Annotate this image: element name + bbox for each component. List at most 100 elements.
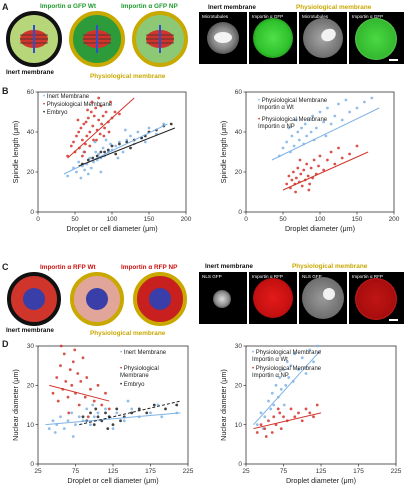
D-left-point-1 <box>59 364 62 368</box>
panel-d-letter: D <box>2 339 9 349</box>
B-right-xtick-label: 100 <box>315 216 326 223</box>
d-left-legend-2: • Embryo <box>120 382 145 388</box>
D-right-point-0 <box>279 387 283 391</box>
panel-c-letter: C <box>2 262 9 272</box>
D-left-point-1 <box>56 399 60 403</box>
panel-a-physio-label: Physiological membrane <box>90 73 166 80</box>
panel-a-header-wt: Importin α GFP Wt <box>40 3 96 10</box>
B-left-point-0 <box>97 152 101 156</box>
D-right-point-1 <box>276 407 280 411</box>
D-left-point-1 <box>66 395 70 399</box>
D-left-xtick-label: 125 <box>108 468 119 475</box>
B-left-point-0 <box>104 138 108 142</box>
B-left-point-1 <box>83 150 87 154</box>
B-left-ylabel: Spindle length (μm) <box>11 121 20 183</box>
schematic-np-cell <box>132 11 188 67</box>
B-left-point-2 <box>114 152 118 156</box>
D-right-xtick-label: 75 <box>280 468 288 475</box>
D-right-point-0 <box>282 368 285 371</box>
B-left-point-0 <box>114 144 118 148</box>
micrograph-c3-caption: NLS GFP <box>302 274 322 279</box>
B-right-point-1 <box>348 152 351 156</box>
B-right-point-0 <box>294 118 298 122</box>
D-left-point-1 <box>76 372 80 375</box>
D-left-point-0 <box>115 411 119 415</box>
B-left-point-1 <box>102 134 106 138</box>
chart-d-left: 25 75 125 175 225 0 10 20 30 Droplet or cell diam… <box>11 343 194 485</box>
B-right-point-1 <box>305 162 309 166</box>
B-right-point-0 <box>363 100 366 104</box>
D-left-point-1 <box>71 360 75 364</box>
schematic-c-np-cell <box>133 272 187 326</box>
D-left-point-1 <box>59 344 63 348</box>
B-right-point-0 <box>285 140 289 144</box>
D-left-point-2 <box>130 411 134 415</box>
panel-c-micro-physio-label: Physiological membrane <box>292 263 368 270</box>
D-left-point-1 <box>55 376 59 379</box>
D-right-point-1 <box>308 411 312 415</box>
D-left-point-2 <box>94 407 98 411</box>
B-right-xtick-label: 150 <box>352 216 363 223</box>
B-left-point-1 <box>81 138 84 142</box>
B-left-point-1 <box>76 118 80 122</box>
B-right-ylabel: Spindle length (μm) <box>219 121 228 183</box>
micrograph-a1-caption: Microtubules <box>202 14 229 19</box>
D-right-point-1 <box>278 411 282 415</box>
B-left-point-1 <box>69 144 73 148</box>
D-left-point-1 <box>107 407 111 411</box>
D-right-point-0 <box>293 352 297 356</box>
micrograph-a3-caption: Microtubules <box>302 14 329 19</box>
B-right-point-1 <box>294 176 298 180</box>
B-right-xtick-label: 0 <box>244 216 248 223</box>
B-right-point-0 <box>297 138 301 142</box>
D-left-point-1 <box>79 380 83 383</box>
D-left-point-0 <box>59 415 62 419</box>
D-left-point-2 <box>89 411 92 415</box>
B-right-point-0 <box>305 134 309 138</box>
B-left-point-0 <box>88 156 92 160</box>
panel-a-micro-physio-label: Physiological membrane <box>296 4 372 11</box>
micrograph-c1-caption: NLS GFP <box>202 274 222 279</box>
D-left-ylabel: Nuclear diameter (μm) <box>11 369 20 441</box>
B-left-point-2 <box>106 148 110 152</box>
B-right-point-1 <box>296 166 300 170</box>
d-right-legend-0: • Physiological Membrane Importin α Wt <box>252 350 322 363</box>
B-right-point-1 <box>299 172 303 176</box>
B-right-point-1 <box>307 188 311 192</box>
D-right-xtick-label: 25 <box>242 468 250 475</box>
B-left-point-1 <box>103 126 106 130</box>
B-right-point-0 <box>355 106 359 110</box>
B-right-point-1 <box>317 164 320 168</box>
B-right-point-0 <box>337 102 340 106</box>
B-left-point-1 <box>95 138 98 142</box>
B-left-point-1 <box>104 110 108 114</box>
schematic-inert-cell <box>6 11 62 67</box>
schematic-wt-cell <box>69 11 125 67</box>
D-left-point-0 <box>47 427 51 430</box>
D-right-point-0 <box>278 376 282 379</box>
B-left-point-1 <box>109 100 112 104</box>
D-left-point-2 <box>111 423 115 427</box>
D-left-point-2 <box>96 415 100 419</box>
micrograph-a4-caption: Importin α GFP <box>352 14 384 19</box>
D-right-point-0 <box>287 376 291 379</box>
B-left-point-0 <box>101 146 105 150</box>
D-left-ytick-label: 30 <box>27 343 35 350</box>
B-left-point-0 <box>116 156 120 160</box>
B-right-point-0 <box>318 110 322 114</box>
B-right-point-1 <box>291 170 295 174</box>
D-right-point-0 <box>285 360 289 364</box>
D-right-point-0 <box>259 411 263 415</box>
B-left-point-0 <box>86 172 90 176</box>
B-right-point-1 <box>285 182 289 186</box>
D-right-trend-0 <box>253 349 322 426</box>
B-right-point-0 <box>281 146 285 150</box>
B-left-point-0 <box>118 140 121 144</box>
B-right-point-0 <box>314 126 318 130</box>
B-left-point-0 <box>162 122 166 126</box>
D-left-xtick-label: 25 <box>34 468 42 475</box>
D-left-point-2 <box>152 403 156 407</box>
D-left-point-1 <box>81 356 85 360</box>
B-left-point-1 <box>101 114 105 118</box>
B-left-point-1 <box>90 100 94 104</box>
